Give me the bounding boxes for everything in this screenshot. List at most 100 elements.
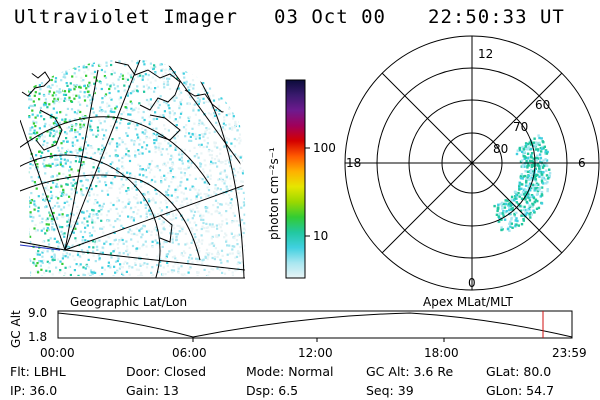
image-pixel <box>122 167 125 170</box>
image-pixel <box>244 64 246 67</box>
image-pixel <box>124 64 127 67</box>
polar-pixel <box>528 213 531 216</box>
polar-pixel <box>540 202 544 205</box>
image-pixel <box>241 103 244 106</box>
image-pixel <box>60 230 63 233</box>
image-pixel <box>118 214 121 217</box>
image-pixel <box>227 138 230 141</box>
image-pixel <box>229 184 232 188</box>
time-label: 22:50:33 UT <box>428 6 565 28</box>
image-pixel <box>93 240 97 243</box>
polar-pixel <box>521 164 524 167</box>
image-pixel <box>76 205 79 208</box>
image-pixel <box>28 258 31 261</box>
image-pixel <box>56 124 59 127</box>
image-pixel <box>239 156 242 159</box>
image-pixel <box>25 194 27 196</box>
image-pixel <box>220 203 223 206</box>
image-pixel <box>139 215 142 218</box>
image-pixel <box>163 62 167 65</box>
image-pixel <box>43 199 46 202</box>
image-pixel <box>124 143 127 146</box>
image-pixel <box>198 250 201 253</box>
polar-pixel <box>503 218 507 221</box>
image-pixel <box>66 177 70 180</box>
image-pixel <box>227 100 230 103</box>
image-pixel <box>141 146 144 149</box>
image-pixel <box>38 137 41 140</box>
image-pixel <box>167 142 170 145</box>
image-pixel <box>82 64 85 67</box>
polar-pixel <box>500 228 503 232</box>
image-pixel <box>165 148 168 151</box>
image-pixel <box>236 243 239 246</box>
image-pixel <box>197 251 201 254</box>
image-pixel <box>142 110 145 114</box>
image-pixel <box>168 166 172 170</box>
image-pixel <box>132 89 135 93</box>
image-pixel <box>109 208 112 211</box>
image-pixel <box>230 221 234 224</box>
image-pixel <box>121 74 124 77</box>
image-pixel <box>223 169 226 172</box>
image-pixel <box>236 234 239 237</box>
image-pixel <box>158 148 161 151</box>
polar-pixel <box>545 164 549 167</box>
image-pixel <box>109 243 112 246</box>
image-pixel <box>87 258 90 261</box>
image-pixel <box>244 191 246 194</box>
polar-pixel <box>531 172 535 175</box>
polar-pixel <box>496 206 500 209</box>
image-pixel <box>69 161 72 164</box>
polar-pixel <box>521 183 524 186</box>
image-pixel <box>64 65 67 68</box>
image-pixel <box>74 227 77 230</box>
image-pixel <box>188 158 191 161</box>
coastline <box>20 71 51 97</box>
image-pixel <box>65 70 68 73</box>
image-pixel <box>66 224 69 228</box>
image-pixel <box>104 93 108 96</box>
image-pixel <box>167 171 170 175</box>
image-pixel <box>72 178 75 182</box>
image-pixel <box>140 271 143 275</box>
image-pixel <box>145 230 149 233</box>
image-pixel <box>97 167 100 170</box>
image-pixel <box>71 214 74 217</box>
image-pixel <box>238 233 241 236</box>
image-pixel <box>235 123 238 126</box>
image-pixel <box>207 80 210 83</box>
image-pixel <box>70 124 73 127</box>
image-pixel <box>32 131 35 135</box>
image-pixel <box>56 98 59 101</box>
image-pixel <box>77 101 80 104</box>
image-pixel <box>171 256 174 259</box>
polar-pixel <box>510 198 513 201</box>
image-pixel <box>210 113 213 116</box>
image-pixel <box>57 149 60 152</box>
image-pixel <box>199 192 202 195</box>
image-pixel <box>63 275 66 276</box>
image-pixel <box>47 71 50 74</box>
image-pixel <box>161 245 164 248</box>
image-pixel <box>109 264 112 267</box>
image-pixel <box>25 160 27 162</box>
polar-pixel <box>524 191 527 194</box>
mlt-label-top: 12 <box>478 47 493 61</box>
image-pixel <box>57 65 60 68</box>
image-pixel <box>196 191 199 194</box>
image-pixel <box>190 210 193 213</box>
image-pixel <box>45 188 48 191</box>
image-pixel <box>223 81 226 84</box>
image-pixel <box>190 241 193 244</box>
image-pixel <box>120 224 123 227</box>
image-pixel <box>127 113 130 116</box>
image-pixel <box>167 104 170 107</box>
polar-pixel <box>524 170 527 173</box>
image-pixel <box>203 139 206 142</box>
image-pixel <box>207 150 210 153</box>
image-pixel <box>182 192 185 195</box>
image-pixel <box>153 175 156 178</box>
image-pixel <box>174 216 178 220</box>
image-pixel <box>90 119 93 122</box>
